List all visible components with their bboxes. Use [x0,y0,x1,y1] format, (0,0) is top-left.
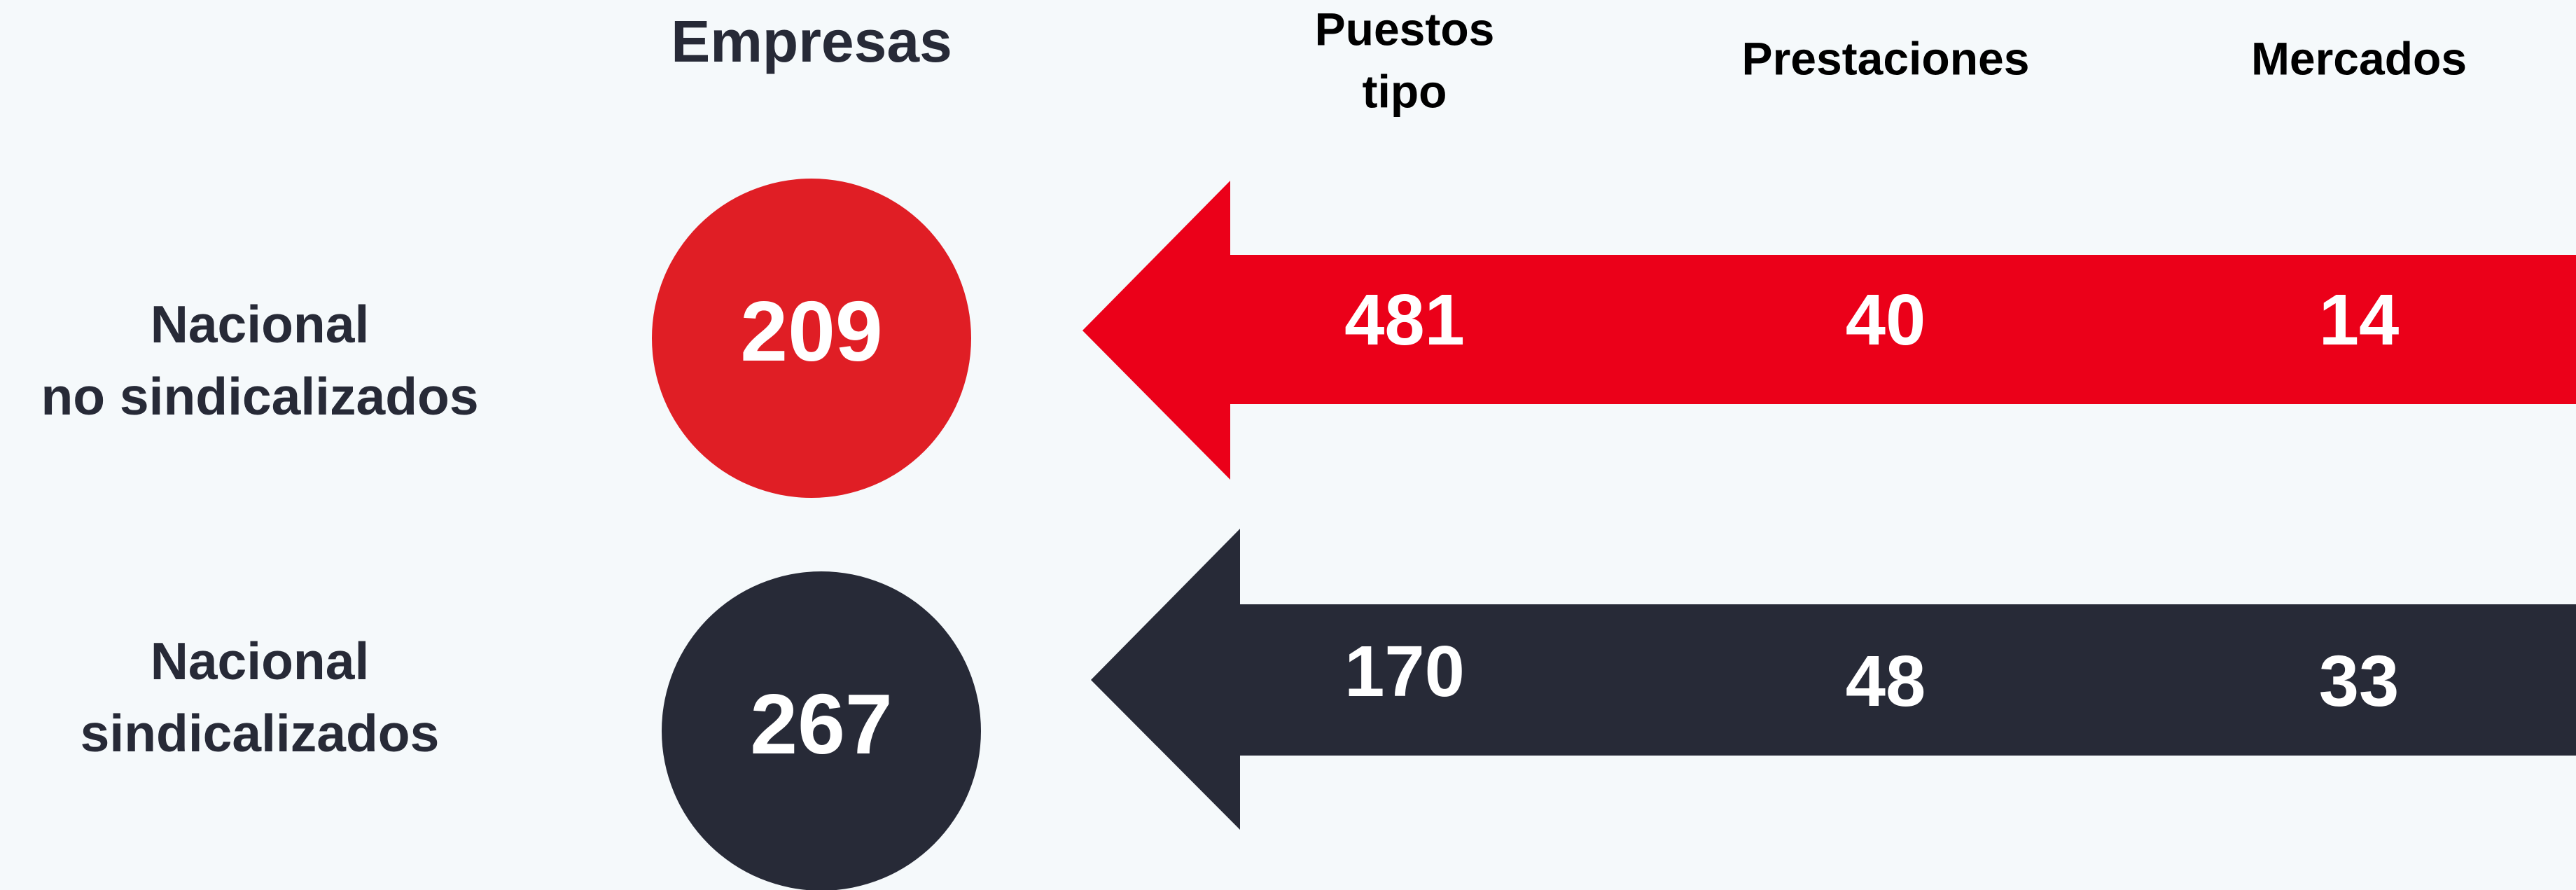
arrow [1091,529,2576,830]
header-prestaciones: Prestaciones [1742,32,2030,84]
header-puestos: tipo [1363,65,1447,117]
value-mercados: 33 [2319,641,2400,721]
empresas-circle [652,179,971,498]
header-puestos: Puestos [1315,3,1495,55]
value-mercados: 14 [2319,279,2400,360]
row-label: Nacional [151,632,370,690]
header-empresas: Empresas [671,8,952,74]
empresas-circle [662,571,981,890]
value-puestos-tipo: 170 [1344,631,1465,711]
value-prestaciones: 40 [1846,279,1926,360]
empresas-value: 267 [750,676,893,772]
arrow [1082,181,2576,480]
row-label: Nacional [151,295,370,354]
empresas-value: 209 [740,284,883,379]
row-label: sindicalizados [81,704,440,763]
header-mercados: Mercados [2251,32,2467,84]
row-label: no sindicalizados [41,367,478,426]
value-puestos-tipo: 481 [1344,279,1465,360]
value-prestaciones: 48 [1846,641,1926,721]
